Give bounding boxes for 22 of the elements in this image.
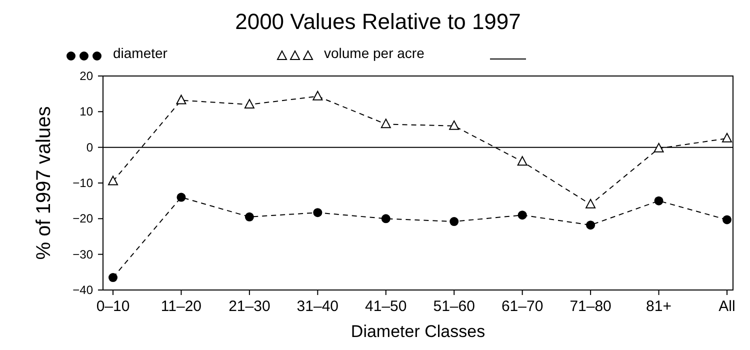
- y-tick-label: −10: [72, 176, 94, 190]
- y-tick-label: 10: [80, 104, 94, 119]
- chart-title: 2000 Values Relative to 1997: [235, 9, 521, 34]
- y-tick-label: −30: [72, 247, 94, 262]
- y-tick-label: −40: [72, 283, 94, 297]
- x-tick-label: 0–10: [96, 298, 130, 315]
- y-tick-label: 0: [86, 140, 94, 154]
- x-tick-label: 31–40: [296, 298, 339, 315]
- x-axis-title: Diameter Classes: [350, 322, 486, 341]
- x-tick-label: 71–80: [570, 298, 612, 315]
- y-tick-label: 20: [80, 69, 94, 83]
- x-tick-label: 21–30: [228, 298, 270, 315]
- x-tick-label: 61–70: [501, 298, 544, 315]
- y-axis-title: % of 1997 values: [33, 106, 55, 260]
- x-tick-label: 81+: [646, 298, 672, 315]
- x-tick-label: All: [718, 298, 736, 315]
- y-tick-label: −20: [72, 212, 94, 226]
- legend-label: volume per acre: [324, 45, 425, 61]
- x-tick-label: 11–20: [160, 298, 202, 315]
- x-tick-label: 41–50: [365, 298, 407, 315]
- legend-label: diameter: [113, 45, 168, 61]
- x-tick-label: 51–60: [433, 298, 475, 315]
